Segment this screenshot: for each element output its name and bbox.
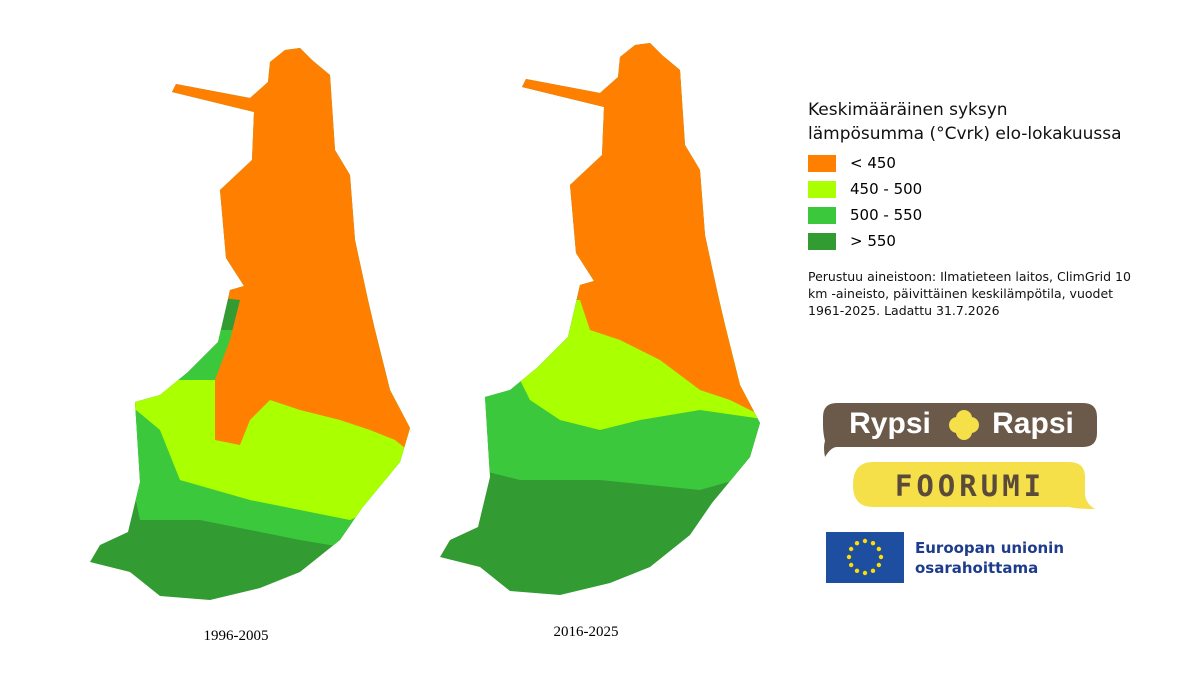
map (90, 48, 410, 600)
legend-title: Keskimääräinen syksyn (808, 100, 1008, 120)
legend-item: 450 - 500 (808, 176, 1131, 202)
legend-label: < 450 (850, 154, 896, 172)
legend-label: 500 - 550 (850, 206, 923, 224)
map-caption: 1996-2005 (204, 628, 269, 644)
brand-left: Rypsi (849, 407, 931, 440)
eu-star (848, 546, 854, 552)
clover (949, 410, 979, 440)
brand-right: Rapsi (992, 407, 1074, 440)
logos: Rypsi Rapsi FOORUMI Euroopan unionin osa… (823, 403, 1097, 583)
legend-item: > 550 (808, 228, 1131, 254)
eu-star (876, 546, 882, 552)
eu-star (848, 562, 854, 568)
legend-title: lämpösumma (°Cvrk) elo-lokakuussa (808, 124, 1122, 144)
legend-swatch (808, 154, 836, 172)
eu-star (854, 568, 860, 574)
legend-item: < 450 (808, 150, 1131, 176)
legend-swatch (808, 232, 836, 250)
eu-star (878, 554, 884, 560)
source-line: 1961-2025. Ladattu 31.7.2026 (808, 303, 1000, 318)
legend-swatch (808, 206, 836, 224)
source-line: Perustuu aineistoon: Ilmatieteen laitos,… (808, 269, 1131, 284)
map (440, 43, 760, 595)
eu-text: Euroopan unionin (915, 539, 1064, 557)
source-line: km -aineisto, päivittäinen keskilämpötil… (808, 286, 1114, 301)
legend: Keskimääräinen syksyn lämpösumma (°Cvrk)… (808, 98, 1131, 319)
map-caption: 2016-2025 (554, 624, 619, 640)
legend-swatch (808, 180, 836, 198)
source: Perustuu aineistoon: Ilmatieteen laitos,… (808, 268, 1131, 319)
eu-stars (846, 538, 884, 576)
forum: FOORUMI (895, 469, 1045, 503)
forum-bubble (853, 462, 1095, 509)
eu-star (862, 538, 868, 544)
legend-label: > 550 (850, 232, 896, 250)
legend-item: 500 - 550 (808, 202, 1131, 228)
eu-star (862, 570, 868, 576)
eu-star (846, 554, 852, 560)
legend-items: < 450 450 - 500 500 - 550 > 550 (808, 150, 1131, 254)
maps: 1996-2005 2016-2025 (90, 43, 760, 644)
legend-label: 450 - 500 (850, 180, 923, 198)
eu-text: osarahoittama (915, 559, 1038, 577)
eu-star (870, 568, 876, 574)
eu-star (870, 540, 876, 546)
eu-star (876, 562, 882, 568)
eu-star (854, 540, 860, 546)
